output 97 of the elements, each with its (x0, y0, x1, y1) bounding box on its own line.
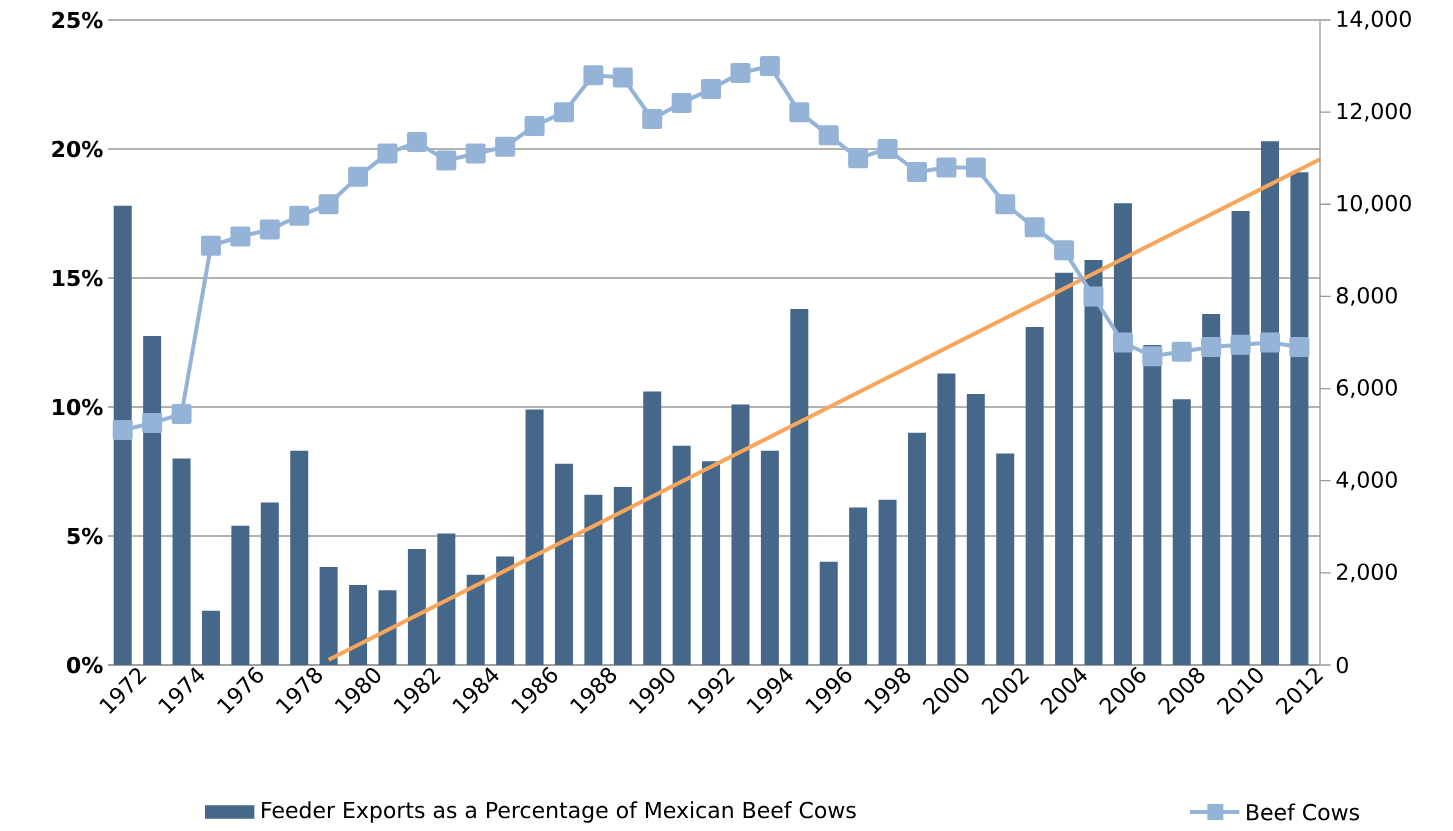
bar (143, 336, 162, 665)
y2-tick-label: 10,000 (1337, 194, 1411, 214)
y2-tick-label: 2,000 (1336, 563, 1397, 583)
point (818, 125, 839, 146)
bar (1231, 210, 1250, 665)
point (553, 102, 574, 123)
point (495, 136, 516, 157)
bar (437, 533, 456, 665)
bar (907, 432, 926, 665)
point (406, 132, 427, 153)
point (1083, 286, 1104, 307)
point (1171, 341, 1192, 362)
bar (849, 507, 868, 665)
y2-tick-label: 0 (1336, 656, 1348, 674)
y2-tick-label: 12,000 (1337, 102, 1411, 122)
point (1260, 332, 1280, 353)
bar (378, 590, 397, 665)
bar (231, 525, 250, 665)
bar (525, 409, 544, 665)
point (377, 143, 398, 164)
bar (201, 610, 220, 665)
bar (1113, 203, 1132, 665)
point (142, 413, 163, 434)
bar (319, 566, 338, 665)
bar (584, 494, 603, 665)
y-tick-label: 25% (52, 11, 103, 29)
bar (1260, 141, 1279, 665)
bar (1172, 399, 1191, 665)
bar (966, 394, 985, 665)
point (1142, 346, 1163, 367)
bar (672, 445, 691, 665)
bar (702, 461, 721, 665)
y2-tick-label: 8,000 (1336, 286, 1397, 306)
point (848, 148, 869, 169)
bar (554, 463, 573, 665)
bar (496, 556, 515, 665)
point (906, 162, 927, 183)
point (995, 194, 1016, 215)
point (1112, 332, 1133, 353)
bar (1143, 345, 1162, 665)
bar (290, 450, 309, 665)
point (1024, 217, 1045, 238)
point (259, 219, 280, 240)
bar (760, 450, 779, 665)
bar (643, 391, 662, 665)
point (759, 56, 780, 77)
point (642, 109, 663, 130)
point (230, 226, 251, 247)
bar (878, 499, 897, 665)
point (789, 102, 810, 123)
bar (172, 458, 191, 665)
point (965, 157, 986, 178)
point (877, 138, 898, 159)
point (612, 67, 633, 88)
bar (1025, 327, 1044, 665)
bar (613, 486, 632, 665)
bar (1084, 259, 1103, 665)
y-tick-label: 10% (53, 398, 103, 416)
y2-tick-label: 14,000 (1337, 10, 1411, 30)
point (171, 403, 192, 424)
point (112, 420, 133, 441)
point (701, 79, 722, 100)
bar (996, 453, 1015, 665)
y-tick-label: 5% (67, 527, 103, 545)
bar (790, 308, 809, 665)
point (1230, 334, 1251, 355)
point (1289, 337, 1310, 358)
point (936, 157, 957, 178)
point (289, 205, 310, 226)
point (465, 143, 486, 164)
y-tick-label: 15% (53, 269, 103, 287)
legend-label: Beef Cows (1247, 803, 1360, 821)
point (583, 65, 604, 86)
point (524, 115, 545, 136)
bar (1290, 172, 1309, 665)
bar (1202, 314, 1221, 665)
point (318, 194, 339, 215)
y-tick-label: 20% (52, 140, 103, 158)
bar (731, 404, 750, 665)
bar (937, 373, 956, 665)
bar (260, 502, 279, 665)
bar (1055, 272, 1074, 665)
bar (407, 548, 426, 665)
point (348, 166, 369, 187)
point (730, 62, 751, 83)
point (1054, 240, 1075, 261)
point (671, 92, 692, 113)
point (436, 150, 457, 171)
point (1201, 337, 1222, 358)
y2-tick-label: 6,000 (1336, 379, 1397, 398)
bar (466, 574, 485, 665)
legend-label: Feeder Exports as a Percentage of Mexican Beef Cows (262, 801, 856, 823)
bar (819, 561, 838, 665)
bar (113, 205, 132, 665)
y2-tick-label: 4,000 (1336, 471, 1397, 491)
bar (349, 585, 368, 665)
point (200, 235, 221, 256)
